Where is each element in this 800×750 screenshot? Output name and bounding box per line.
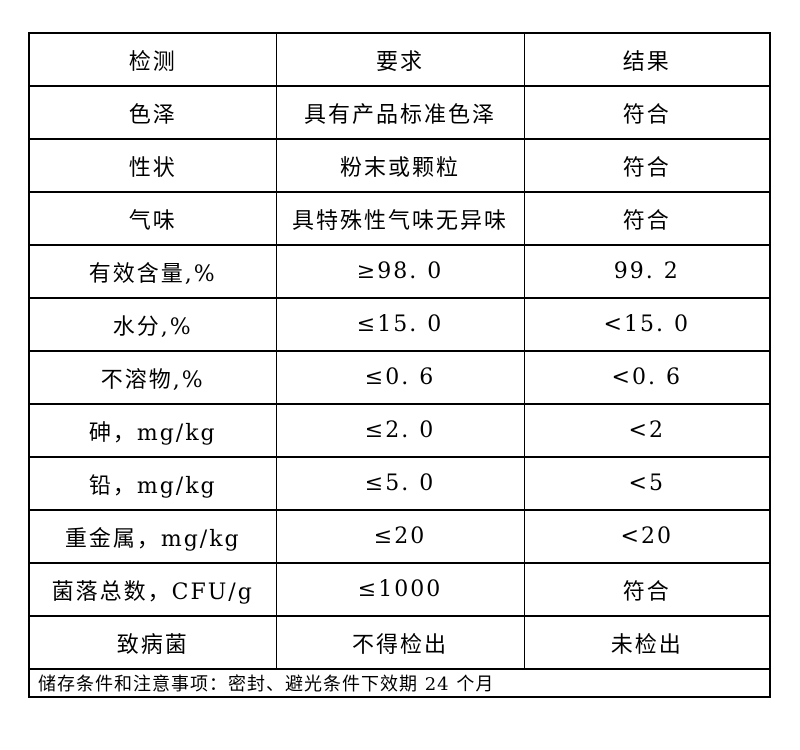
- test-cell: 性状: [28, 138, 277, 193]
- result-cell: 99. 2: [523, 244, 771, 299]
- requirement-cell: ≤5. 0: [275, 456, 525, 511]
- table-row: 色泽 具有产品标准色泽 符合: [28, 85, 771, 140]
- test-cell: 砷，mg/kg: [28, 403, 277, 458]
- table-row: 铅，mg/kg ≤5. 0 <5: [28, 456, 771, 511]
- table-row: 重金属，mg/kg ≤20 <20: [28, 509, 771, 564]
- header-result: 结果: [523, 32, 771, 87]
- table-row: 气味 具特殊性气味无异味 符合: [28, 191, 771, 246]
- requirement-cell: 不得检出: [275, 615, 525, 670]
- test-cell: 气味: [28, 191, 277, 246]
- table-row: 砷，mg/kg ≤2. 0 <2: [28, 403, 771, 458]
- requirement-cell: ≥98. 0: [275, 244, 525, 299]
- header-row: 检测 要求 结果: [28, 32, 771, 87]
- requirement-cell: ≤0. 6: [275, 350, 525, 405]
- requirement-cell: ≤15. 0: [275, 297, 525, 352]
- requirement-cell: 粉末或颗粒: [275, 138, 525, 193]
- table-row: 性状 粉末或颗粒 符合: [28, 138, 771, 193]
- footer-row: 储存条件和注意事项：密封、避光条件下效期 24 个月: [28, 668, 771, 698]
- test-cell: 重金属，mg/kg: [28, 509, 277, 564]
- result-cell: 符合: [523, 138, 771, 193]
- requirement-cell: ≤20: [275, 509, 525, 564]
- test-cell: 致病菌: [28, 615, 277, 670]
- header-requirement: 要求: [275, 32, 525, 87]
- test-cell: 铅，mg/kg: [28, 456, 277, 511]
- requirement-cell: ≤1000: [275, 562, 525, 617]
- test-cell: 菌落总数，CFU/g: [28, 562, 277, 617]
- requirement-cell: ≤2. 0: [275, 403, 525, 458]
- storage-note: 储存条件和注意事项：密封、避光条件下效期 24 个月: [28, 668, 771, 698]
- result-cell: 符合: [523, 85, 771, 140]
- requirement-cell: 具特殊性气味无异味: [275, 191, 525, 246]
- result-cell: 符合: [523, 191, 771, 246]
- result-cell: 符合: [523, 562, 771, 617]
- result-cell: <15. 0: [523, 297, 771, 352]
- test-cell: 有效含量,%: [28, 244, 277, 299]
- result-cell: <0. 6: [523, 350, 771, 405]
- test-cell: 不溶物,%: [28, 350, 277, 405]
- inspection-table: 检测 要求 结果 色泽 具有产品标准色泽 符合 性状 粉末或颗粒 符合 气味 具特殊性气味无异…: [28, 32, 771, 698]
- requirement-cell: 具有产品标准色泽: [275, 85, 525, 140]
- result-cell: <5: [523, 456, 771, 511]
- table-row: 菌落总数，CFU/g ≤1000 符合: [28, 562, 771, 617]
- header-test: 检测: [28, 32, 277, 87]
- result-cell: <2: [523, 403, 771, 458]
- table-row: 致病菌 不得检出 未检出: [28, 615, 771, 670]
- test-cell: 色泽: [28, 85, 277, 140]
- table-row: 不溶物,% ≤0. 6 <0. 6: [28, 350, 771, 405]
- table-row: 有效含量,% ≥98. 0 99. 2: [28, 244, 771, 299]
- table-body: 色泽 具有产品标准色泽 符合 性状 粉末或颗粒 符合 气味 具特殊性气味无异味 符合 有效含量,%…: [28, 85, 771, 670]
- table-row: 水分,% ≤15. 0 <15. 0: [28, 297, 771, 352]
- result-cell: 未检出: [523, 615, 771, 670]
- test-cell: 水分,%: [28, 297, 277, 352]
- result-cell: <20: [523, 509, 771, 564]
